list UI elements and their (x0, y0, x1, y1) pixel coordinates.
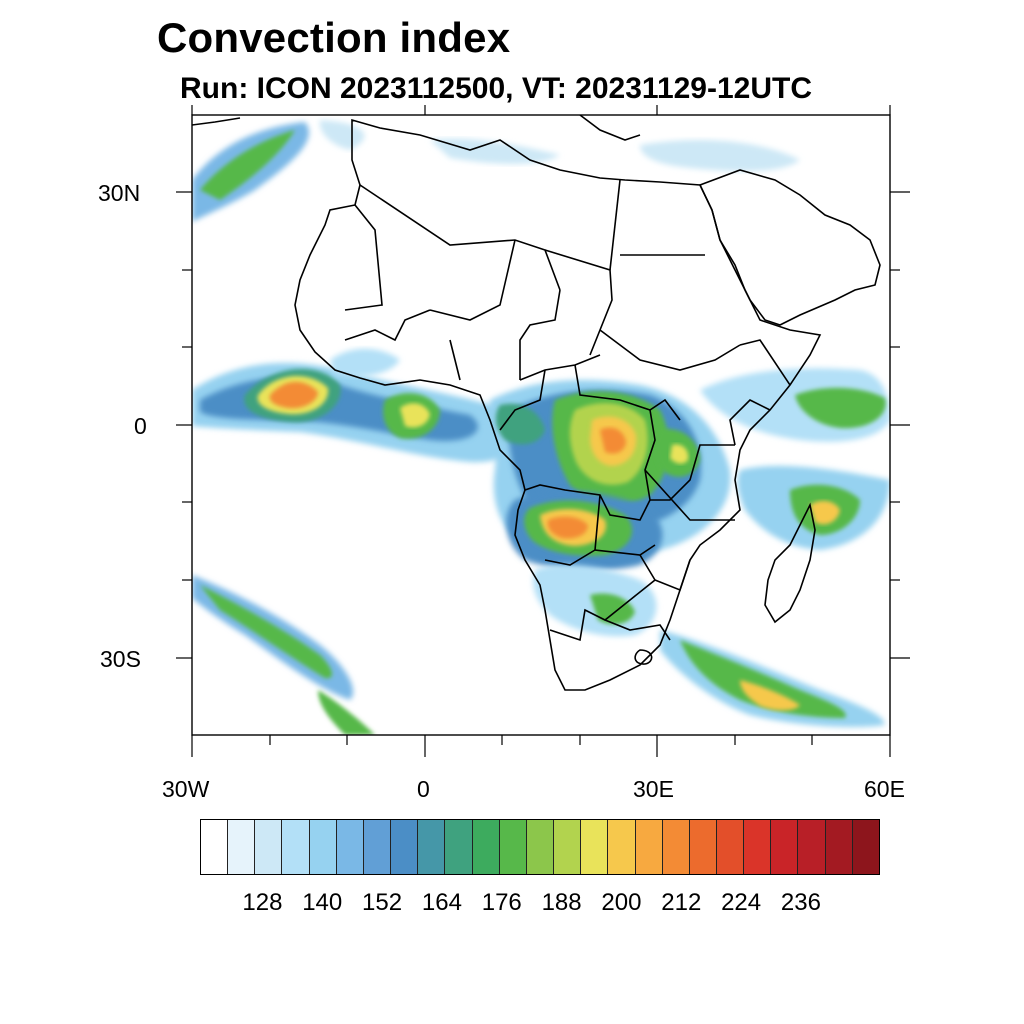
colorbar-swatch (798, 820, 826, 874)
colorbar-swatch (744, 820, 772, 874)
colorbar-swatch (228, 820, 256, 874)
lon-label-60e: 60E (864, 776, 905, 802)
colorbar (200, 819, 880, 875)
colorbar-swatch (391, 820, 419, 874)
colorbar-tick-label: 176 (481, 889, 522, 916)
colorbar-tick-label: 128 (242, 889, 283, 916)
chart-subtitle: Run: ICON 2023112500, VT: 20231129-12UTC (180, 72, 813, 105)
colorbar-swatch (635, 820, 663, 874)
lon-label-30w: 30W (162, 776, 210, 802)
coastlines-borders (192, 115, 881, 691)
colorbar-tick-label: 164 (421, 889, 462, 916)
colorbar-swatch (309, 820, 337, 874)
colorbar-swatch (418, 820, 446, 874)
colorbar-swatch (689, 820, 717, 874)
colorbar-swatch (608, 820, 636, 874)
colorbar-swatch (282, 820, 310, 874)
axis-ticks (176, 105, 910, 757)
colorbar-swatch (554, 820, 582, 874)
colorbar-swatch (336, 820, 364, 874)
lat-label-0: 0 (134, 413, 147, 439)
colorbar-swatch (662, 820, 690, 874)
colorbar-swatch (255, 820, 283, 874)
colorbar-tick-label: 188 (541, 889, 582, 916)
colorbar-tick-label: 236 (780, 889, 821, 916)
colorbar-tick-label: 200 (601, 889, 642, 916)
chart-title: Convection index (157, 14, 511, 61)
colorbar-swatch (445, 820, 473, 874)
colorbar-swatch (363, 820, 392, 874)
lat-label-30s: 30S (100, 646, 141, 672)
colorbar-swatch (852, 820, 879, 874)
colorbar-swatch (771, 820, 799, 874)
lon-label-0: 0 (417, 776, 430, 802)
colorbar-tick-label: 224 (721, 889, 762, 916)
colorbar-swatch (825, 820, 853, 874)
colorbar-swatch (581, 820, 609, 874)
colorbar-tick-label: 152 (362, 889, 403, 916)
colorbar-tick-label: 140 (302, 889, 343, 916)
colorbar-swatch (716, 820, 745, 874)
colorbar-swatch (499, 820, 527, 874)
colorbar-swatch (472, 820, 500, 874)
lon-label-30e: 30E (633, 776, 674, 802)
lat-label-30n: 30N (98, 180, 141, 206)
convection-field (192, 120, 890, 735)
colorbar-swatch (526, 820, 555, 874)
colorbar-swatch (201, 820, 229, 874)
colorbar-tick-label: 212 (661, 889, 702, 916)
